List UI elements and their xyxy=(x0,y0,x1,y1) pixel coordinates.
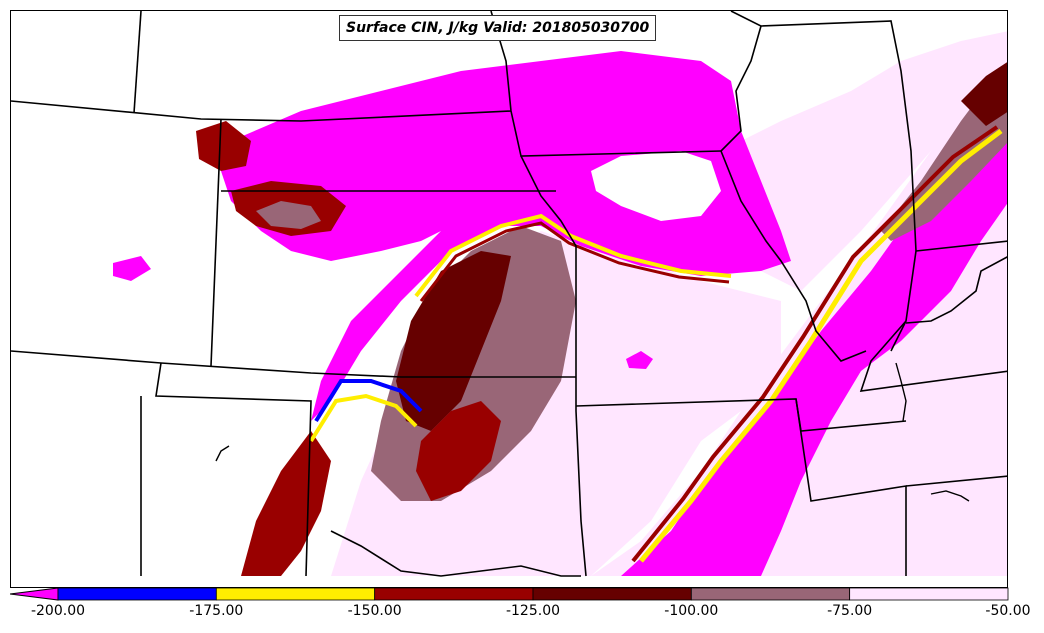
cin-field-magenta-spot xyxy=(626,351,653,369)
cin-field-darkred-ne xyxy=(961,62,1007,126)
cin-field-yellow-fringe-east xyxy=(639,129,1003,563)
cin-field-yellow-fringe-north xyxy=(414,213,732,298)
colorbar xyxy=(10,587,1009,601)
cin-map xyxy=(11,11,1007,577)
lake-outline-2 xyxy=(215,445,230,462)
colorbar-tick-label: -75.00 xyxy=(827,603,873,619)
colorbar-bin-4 xyxy=(690,587,851,601)
colorbar-bin-0 xyxy=(57,587,217,601)
cin-field-magenta-west xyxy=(113,256,151,281)
cin-field-darkred-south xyxy=(416,401,501,501)
colorbar-bin-1 xyxy=(215,587,376,601)
state-borders xyxy=(11,11,1007,577)
cin-field-darkred-fringe-east xyxy=(631,125,999,563)
colorbar-bin-3 xyxy=(532,587,692,601)
colorbar-tick-label: -100.00 xyxy=(664,603,719,619)
colorbar-under-extension xyxy=(10,587,59,601)
cin-field-darkred-south-tx xyxy=(241,431,331,576)
cin-field-mauve-colorado xyxy=(256,201,321,229)
cin-field-blue-fringe-west xyxy=(314,379,423,423)
colorbar-tick-label: -175.00 xyxy=(189,603,244,619)
colorbar-bin-5 xyxy=(849,587,1009,601)
map-title: Surface CIN, J/kg Valid: 201805030700 xyxy=(339,15,657,41)
cin-field-pale-north xyxy=(721,31,1007,291)
colorbar-tick-label: -50.00 xyxy=(985,603,1031,619)
cin-field-darkred-core xyxy=(396,251,511,431)
cin-field-darkred-wy xyxy=(196,121,251,171)
lake-outline-3 xyxy=(895,362,907,422)
colorbar-tick-label: -150.00 xyxy=(347,603,402,619)
cin-field-magenta-central xyxy=(221,51,791,421)
colorbar-tick-label: -200.00 xyxy=(30,603,86,619)
cin-field-yellow-fringe-west xyxy=(309,393,418,443)
map-panel xyxy=(10,10,1008,588)
cin-field-white-hole-north xyxy=(591,151,721,221)
colorbar-bin-2 xyxy=(374,587,534,601)
lake-outline xyxy=(930,490,970,502)
cin-field-darkred-fringe-north xyxy=(419,221,730,302)
colorbar-tick-label: -125.00 xyxy=(505,603,561,619)
